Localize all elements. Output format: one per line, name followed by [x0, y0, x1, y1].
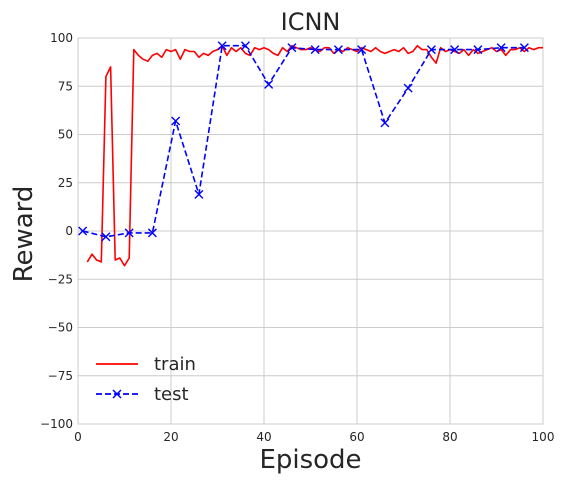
- test-point-marker: [426, 45, 436, 55]
- test-point-marker: [403, 83, 413, 93]
- x-tick-label: 100: [532, 430, 555, 444]
- test-point-marker: [380, 118, 390, 128]
- test-point-marker: [473, 45, 483, 55]
- test-point-marker: [217, 41, 227, 51]
- x-tick-label: 80: [442, 430, 457, 444]
- x-tick-label: 60: [349, 430, 364, 444]
- test-point-marker: [357, 45, 367, 55]
- test-point-marker: [264, 79, 274, 89]
- y-tick-labels: −100 −75 −50 −25 0 25 50 75 100: [40, 31, 73, 431]
- y-tick-label: 25: [58, 176, 73, 190]
- y-axis-title: Reward: [9, 186, 39, 283]
- x-tick-label: 40: [256, 430, 271, 444]
- y-tick-label: 75: [58, 79, 73, 93]
- x-axis-title: Episode: [259, 445, 361, 475]
- y-tick-label: −50: [48, 321, 73, 335]
- test-point-marker: [124, 228, 134, 238]
- series-lines: [78, 41, 543, 267]
- y-tick-label: −25: [48, 272, 73, 286]
- test-point-marker: [194, 189, 204, 199]
- y-tick-label: −75: [48, 369, 73, 383]
- x-tick-labels: 0 20 40 60 80 100: [74, 430, 554, 444]
- test-point-marker: [450, 45, 460, 55]
- legend-train-label: train: [154, 354, 196, 375]
- legend: train test: [96, 354, 196, 405]
- chart-title: ICNN: [281, 8, 341, 36]
- x-tick-label: 20: [163, 430, 178, 444]
- test-point-marker: [78, 226, 88, 236]
- test-point-marker: [240, 41, 250, 51]
- test-series-line: [82, 44, 525, 238]
- test-point-marker: [333, 45, 343, 55]
- test-point-marker: [310, 45, 320, 55]
- y-tick-label: 100: [50, 31, 73, 45]
- plot-frame: [77, 37, 544, 425]
- legend-test-label: test: [154, 384, 189, 405]
- test-point-marker: [147, 228, 157, 238]
- test-point-marker: [101, 232, 111, 242]
- y-tick-label: 0: [65, 224, 73, 238]
- test-point-marker: [171, 116, 181, 126]
- y-tick-label: −100: [40, 417, 73, 431]
- test-point-marker: [287, 43, 297, 53]
- test-point-marker: [496, 43, 506, 53]
- x-tick-label: 0: [74, 430, 82, 444]
- legend-test-marker: [112, 389, 122, 399]
- y-tick-label: 50: [58, 128, 73, 142]
- test-point-marker: [519, 43, 529, 53]
